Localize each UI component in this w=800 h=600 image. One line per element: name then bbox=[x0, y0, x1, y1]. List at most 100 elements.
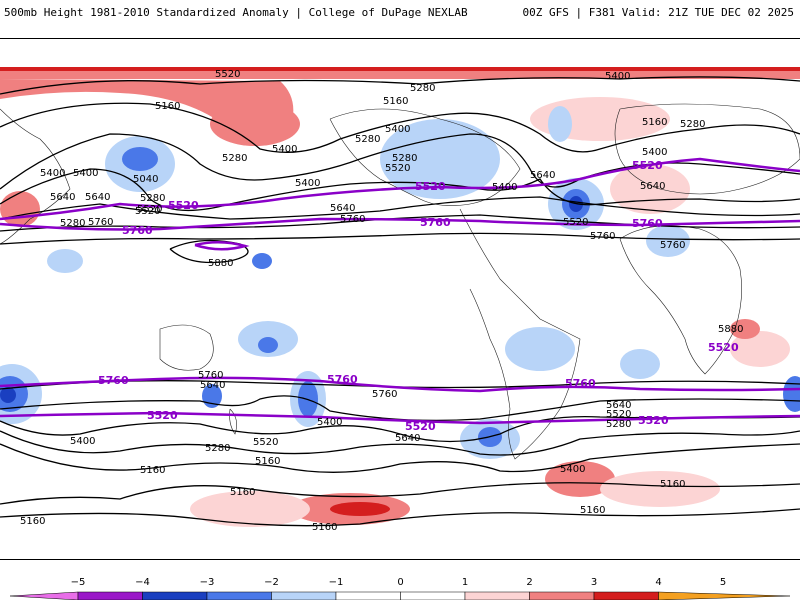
colorbar-tick-label: −3 bbox=[200, 577, 215, 588]
colorbar-segment bbox=[206, 591, 272, 600]
contour-label: 5280 bbox=[140, 193, 165, 204]
contour-label: 5160 bbox=[20, 516, 45, 527]
colorbar-tick-label: −4 bbox=[135, 577, 150, 588]
black-contours bbox=[0, 76, 800, 527]
contour-label: 5760 bbox=[632, 217, 663, 230]
contour-label: 5760 bbox=[660, 240, 685, 251]
colorbar-tick-label: 4 bbox=[655, 577, 661, 588]
colorbar-segment bbox=[464, 591, 530, 600]
colorbar-segment bbox=[142, 591, 208, 600]
contour-label: 5280 bbox=[222, 153, 247, 164]
colorbar-tick-label: 2 bbox=[526, 577, 532, 588]
contour-label: 5280 bbox=[392, 153, 417, 164]
contour-label: 5760 bbox=[590, 231, 615, 242]
colorbar-segment bbox=[77, 591, 143, 600]
colorbar-tick-label: −5 bbox=[71, 577, 86, 588]
contour-label: 5760 bbox=[98, 374, 129, 387]
model-run-info: 00Z GFS | F381 Valid: 21Z TUE DEC 02 202… bbox=[522, 6, 794, 19]
contour-label: 5760 bbox=[565, 377, 596, 390]
colorbar-ticks: −5 −4 −3 −2 −1 0 1 2 3 4 5 bbox=[71, 577, 727, 588]
colorbar-tick-label: −2 bbox=[264, 577, 279, 588]
contour-label: 5520 bbox=[215, 69, 240, 80]
contour-label: 5520 bbox=[147, 409, 178, 422]
contour-label: 5160 bbox=[580, 505, 605, 516]
anomaly-map: 5520 5400 5280 5160 5400 5280 5160 5280 … bbox=[0, 38, 800, 560]
contour-label: 5640 bbox=[50, 192, 75, 203]
contour-label: 5640 bbox=[640, 181, 665, 192]
contour-label: 5160 bbox=[140, 465, 165, 476]
colorbar-arrow-low bbox=[9, 591, 79, 600]
contour-label: 5880 bbox=[208, 258, 233, 269]
colorbar-segment bbox=[400, 591, 466, 600]
contour-label: 5520 bbox=[638, 414, 669, 427]
contour-label: 5760 bbox=[122, 224, 153, 237]
contour-label: 5160 bbox=[312, 522, 337, 533]
contour-label: 5640 bbox=[530, 170, 555, 181]
contour-label: 5760 bbox=[327, 373, 358, 386]
contour-label: 5520 bbox=[415, 180, 446, 193]
anomaly-shading bbox=[0, 67, 800, 527]
contour-label: 5520 bbox=[385, 163, 410, 174]
contour-label: 5640 bbox=[200, 380, 225, 391]
contour-label: 5520 bbox=[563, 217, 588, 228]
contour-label: 5280 bbox=[355, 134, 380, 145]
contour-label: 5520 bbox=[708, 341, 739, 354]
colorbar-segments bbox=[9, 591, 791, 600]
contour-label: 5400 bbox=[317, 417, 342, 428]
contour-label: 5760 bbox=[372, 389, 397, 400]
contour-label: 5280 bbox=[205, 443, 230, 454]
contour-label: 5520 bbox=[168, 199, 199, 212]
colorbar-tick-label: 5 bbox=[720, 577, 726, 588]
colorbar-segment bbox=[335, 591, 401, 600]
contour-label: 5760 bbox=[88, 217, 113, 228]
black-contour-labels: 5520 5400 5280 5160 5400 5280 5160 5280 … bbox=[20, 69, 743, 533]
colorbar-arrow-high bbox=[658, 591, 791, 600]
contour-label: 5520 bbox=[606, 409, 631, 420]
contour-label: 5760 bbox=[420, 216, 451, 229]
colorbar-tick-label: 3 bbox=[591, 577, 597, 588]
contour-label: 5400 bbox=[295, 178, 320, 189]
contour-label: 5400 bbox=[492, 182, 517, 193]
contour-label: 5400 bbox=[605, 71, 630, 82]
contour-label: 5640 bbox=[606, 400, 631, 411]
contour-label: 5760 bbox=[340, 214, 365, 225]
contour-label: 5400 bbox=[272, 144, 297, 155]
contour-label: 5520 bbox=[135, 206, 160, 217]
map-title: 500mb Height 1981-2010 Standardized Anom… bbox=[4, 6, 468, 19]
purple-contour-labels: 5520 5760 5520 5520 5760 5760 5520 5760 … bbox=[98, 159, 739, 433]
contour-label: 5160 bbox=[642, 117, 667, 128]
contour-label: 5400 bbox=[385, 124, 410, 135]
contour-label: 5640 bbox=[330, 203, 355, 214]
contour-label: 5280 bbox=[410, 83, 435, 94]
contour-label: 5520 bbox=[405, 420, 436, 433]
contour-label: 5400 bbox=[642, 147, 667, 158]
contour-label: 5280 bbox=[60, 218, 85, 229]
colorbar-tick-label: 1 bbox=[462, 577, 468, 588]
contour-label: 5400 bbox=[560, 464, 585, 475]
colorbar-tick-label: 0 bbox=[397, 577, 403, 588]
contour-label: 5160 bbox=[383, 96, 408, 107]
contour-label: 5520 bbox=[137, 204, 162, 215]
contour-label: 5400 bbox=[40, 168, 65, 179]
contour-label: 5520 bbox=[632, 159, 663, 172]
contour-label: 5160 bbox=[255, 456, 280, 467]
colorbar-segment bbox=[271, 591, 337, 600]
colorbar-segment bbox=[529, 591, 595, 600]
contour-label: 5400 bbox=[70, 436, 95, 447]
colorbar-tick-label: −1 bbox=[329, 577, 344, 588]
colorbar: −5 −4 −3 −2 −1 0 1 2 3 4 5 bbox=[9, 577, 791, 600]
contour-label: 5760 bbox=[198, 370, 223, 381]
contour-label: 5280 bbox=[680, 119, 705, 130]
colorbar-segment bbox=[593, 591, 659, 600]
contour-label: 5160 bbox=[155, 101, 180, 112]
contour-label: 5040 bbox=[133, 174, 158, 185]
contour-label: 5520 bbox=[253, 437, 278, 448]
contour-label: 5400 bbox=[73, 168, 98, 179]
contour-label: 5640 bbox=[85, 192, 110, 203]
contour-label: 5280 bbox=[606, 419, 631, 430]
purple-contours bbox=[0, 157, 800, 425]
contour-label: 5880 bbox=[718, 324, 743, 335]
contour-label: 5160 bbox=[660, 479, 685, 490]
contour-label: 5160 bbox=[230, 487, 255, 498]
contour-label: 5640 bbox=[395, 433, 420, 444]
